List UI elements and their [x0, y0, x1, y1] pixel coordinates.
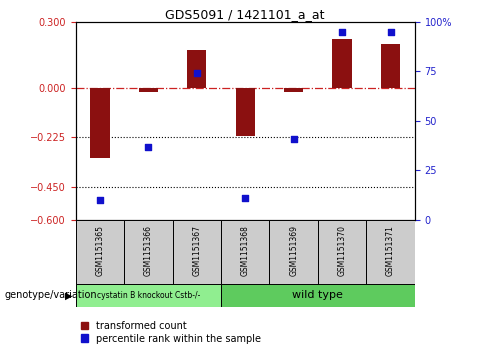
Bar	[221, 220, 269, 285]
Point	[193, 70, 201, 76]
Bar	[90, 88, 109, 158]
Bar	[139, 88, 158, 92]
Legend: transformed count, percentile rank within the sample: transformed count, percentile rank withi…	[81, 321, 261, 344]
Bar	[76, 284, 221, 307]
Text: ▶: ▶	[65, 290, 72, 301]
Text: cystatin B knockout Cstb-/-: cystatin B knockout Cstb-/-	[97, 291, 200, 300]
Text: genotype/variation: genotype/variation	[5, 290, 98, 301]
Text: GSM1151369: GSM1151369	[289, 225, 298, 277]
Bar	[76, 220, 124, 285]
Text: GSM1151366: GSM1151366	[144, 225, 153, 277]
Text: GSM1151368: GSM1151368	[241, 225, 250, 276]
Bar	[187, 50, 206, 88]
Text: GSM1151365: GSM1151365	[95, 225, 104, 277]
Bar	[173, 220, 221, 285]
Bar	[269, 220, 318, 285]
Point	[242, 195, 249, 200]
Bar	[318, 220, 366, 285]
Bar	[221, 284, 415, 307]
Point	[386, 29, 394, 34]
Bar	[236, 88, 255, 136]
Text: GSM1151371: GSM1151371	[386, 225, 395, 276]
Text: wild type: wild type	[292, 290, 344, 301]
Bar	[284, 88, 304, 92]
Text: GSM1151367: GSM1151367	[192, 225, 201, 277]
Point	[144, 144, 152, 150]
Point	[290, 136, 298, 142]
Title: GDS5091 / 1421101_a_at: GDS5091 / 1421101_a_at	[165, 8, 325, 21]
Bar	[332, 39, 352, 88]
Bar	[381, 44, 400, 88]
Point	[338, 29, 346, 34]
Bar	[124, 220, 173, 285]
Text: GSM1151370: GSM1151370	[338, 225, 346, 277]
Point	[96, 197, 104, 203]
Bar	[366, 220, 415, 285]
